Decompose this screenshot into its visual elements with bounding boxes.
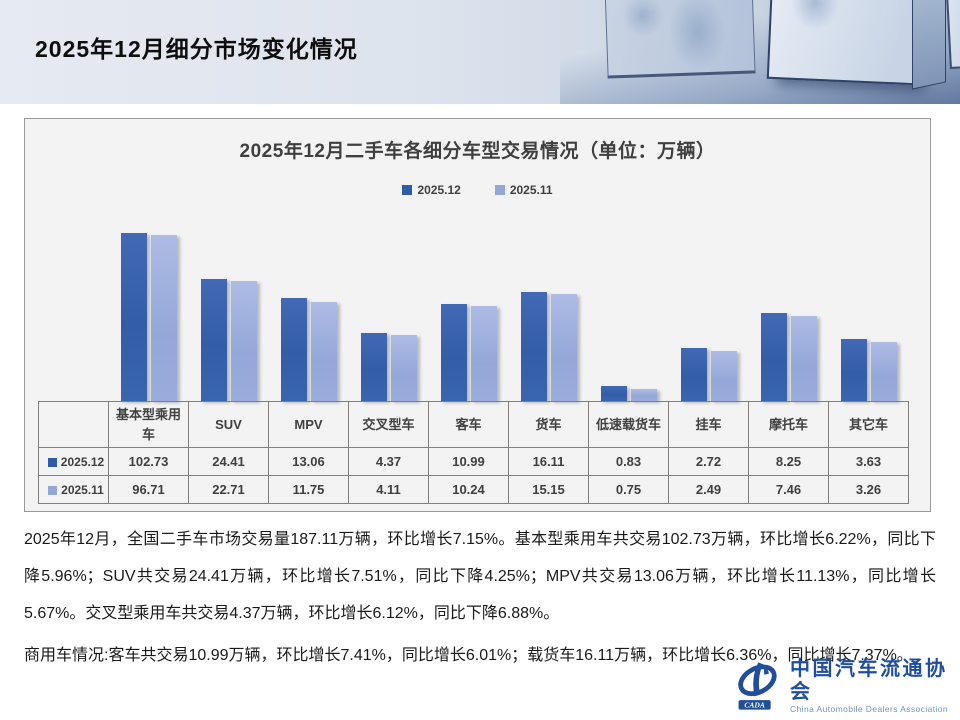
chart-data-table: 基本型乘用车 SUV MPV 交叉型车 客车 货车 低速载货车 挂车 摩托车 其它车 2025.12… xyxy=(38,401,909,504)
cada-logo: CADA 中国汽车流通协会 China Automobile Dealers A… xyxy=(731,658,960,714)
table-value-cell: 3.26 xyxy=(828,475,909,504)
summary-paragraph-commercial: 商用车情况:客车共交易10.99万辆，环比增长7.41%，同比增长6.01%；载… xyxy=(24,647,913,664)
table-value-cell: 2.72 xyxy=(668,447,749,476)
bar-2025.12-货车 xyxy=(521,292,547,401)
table-header-摩托车: 摩托车 xyxy=(748,401,829,448)
table-value-cell: 10.99 xyxy=(428,447,509,476)
legend-swatch-icon xyxy=(494,185,505,195)
table-value-cell: 13.06 xyxy=(268,447,349,476)
bar-group-MPV xyxy=(269,211,349,401)
header-band: 2025年12月细分市场变化情况 xyxy=(0,0,960,104)
table-value-cell: 4.37 xyxy=(348,447,429,476)
bar-2025.12-客车 xyxy=(441,304,467,401)
bar-2025.11-客车 xyxy=(471,306,497,401)
bar-group-挂车 xyxy=(669,211,749,401)
table-header-交叉型车: 交叉型车 xyxy=(348,401,429,448)
bar-group-低速载货车 xyxy=(589,211,669,401)
bar-2025.11-摩托车 xyxy=(791,316,817,401)
table-row-2025.12: 2025.12 102.73 24.41 13.06 4.37 10.99 16.11 0.8… xyxy=(38,447,909,476)
table-value-cell: 15.15 xyxy=(508,475,589,504)
bar-2025.12-低速载货车 xyxy=(601,386,627,401)
bar-2025.11-交叉型车 xyxy=(391,335,417,401)
chart-card: 2025年12月二手车各细分车型交易情况（单位：万辆） 2025.12 2025.… xyxy=(24,118,931,512)
bar-group-摩托车 xyxy=(749,211,829,401)
cada-logo-icon: CADA xyxy=(738,662,777,710)
table-header-低速载货车: 低速载货车 xyxy=(588,401,669,448)
table-value-cell: 3.63 xyxy=(828,447,909,476)
page-title: 2025年12月细分市场变化情况 xyxy=(35,36,358,62)
table-header-基本型乘用车: 基本型乘用车 xyxy=(108,401,189,448)
table-value-cell: 2.49 xyxy=(668,475,749,504)
bar-plot-area xyxy=(109,211,909,401)
table-header-挂车: 挂车 xyxy=(668,401,749,448)
bar-2025.12-MPV xyxy=(281,298,307,401)
table-value-cell: 0.75 xyxy=(588,475,669,504)
bar-2025.12-其它车 xyxy=(841,339,867,401)
table-value-cell: 7.46 xyxy=(748,475,829,504)
summary-text-block: 2025年12月，全国二手车市场交易量187.11万辆，环比增长7.15%。基本… xyxy=(24,521,936,674)
bar-group-其它车 xyxy=(829,211,909,401)
table-corner-cell xyxy=(38,401,109,448)
bar-2025.12-挂车 xyxy=(681,348,707,401)
bar-2025.11-其它车 xyxy=(871,342,897,401)
table-value-cell: 22.71 xyxy=(188,475,269,504)
bar-group-货车 xyxy=(509,211,589,401)
logo-name-en: China Automobile Dealers Association xyxy=(790,704,949,714)
legend-label: 2025.12 xyxy=(417,183,461,197)
bar-2025.11-MPV xyxy=(311,302,337,401)
table-header-货车: 货车 xyxy=(508,401,589,448)
bar-2025.11-低速载货车 xyxy=(631,389,657,401)
bar-2025.12-基本型乘用车 xyxy=(121,233,147,401)
bar-group-基本型乘用车 xyxy=(109,211,189,401)
table-row-label: 2025.11 xyxy=(38,475,109,504)
bar-group-交叉型车 xyxy=(349,211,429,401)
table-value-cell: 16.11 xyxy=(508,447,589,476)
table-value-cell: 0.83 xyxy=(588,447,669,476)
chart-legend: 2025.12 2025.11 xyxy=(25,183,930,197)
bar-group-客车 xyxy=(429,211,509,401)
table-header-SUV: SUV xyxy=(188,401,269,448)
bar-2025.11-货车 xyxy=(551,294,577,401)
cube-decoration-icon xyxy=(766,0,920,86)
table-value-cell: 96.71 xyxy=(108,475,189,504)
series-swatch-icon xyxy=(48,485,58,495)
logo-name-cn: 中国汽车流通协会 xyxy=(790,658,948,703)
chart-title: 2025年12月二手车各细分车型交易情况（单位：万辆） xyxy=(239,141,716,162)
bar-group-SUV xyxy=(189,211,269,401)
bar-2025.11-SUV xyxy=(231,281,257,401)
table-row-2025.11: 2025.11 96.71 22.71 11.75 4.11 10.24 15.15 0.75… xyxy=(38,475,909,504)
table-value-cell: 102.73 xyxy=(108,447,189,476)
table-value-cell: 24.41 xyxy=(188,447,269,476)
cube-decoration-icon xyxy=(604,0,756,79)
series-swatch-icon xyxy=(47,457,57,467)
table-header-MPV: MPV xyxy=(268,401,349,448)
table-header-客车: 客车 xyxy=(428,401,509,448)
cube-decoration-icon xyxy=(912,0,946,90)
bar-2025.12-SUV xyxy=(201,279,227,401)
cada-abbr-label: CADA xyxy=(744,701,765,710)
table-value-cell: 11.75 xyxy=(268,475,349,504)
bar-2025.11-基本型乘用车 xyxy=(151,235,177,401)
table-row-label: 2025.12 xyxy=(38,447,109,476)
legend-label: 2025.11 xyxy=(509,183,553,197)
table-value-cell: 4.11 xyxy=(348,475,429,504)
legend-item-2025.11: 2025.11 xyxy=(494,183,553,197)
bar-2025.12-交叉型车 xyxy=(361,333,387,401)
bar-2025.11-挂车 xyxy=(711,351,737,401)
legend-swatch-icon xyxy=(402,185,413,195)
table-value-cell: 10.24 xyxy=(428,475,509,504)
summary-paragraph-passenger: 2025年12月，全国二手车市场交易量187.11万辆，环比增长7.15%。基本… xyxy=(24,531,936,622)
bar-2025.12-摩托车 xyxy=(761,313,787,401)
table-header-其它车: 其它车 xyxy=(828,401,909,448)
table-value-cell: 8.25 xyxy=(748,447,829,476)
legend-item-2025.12: 2025.12 xyxy=(402,183,461,197)
